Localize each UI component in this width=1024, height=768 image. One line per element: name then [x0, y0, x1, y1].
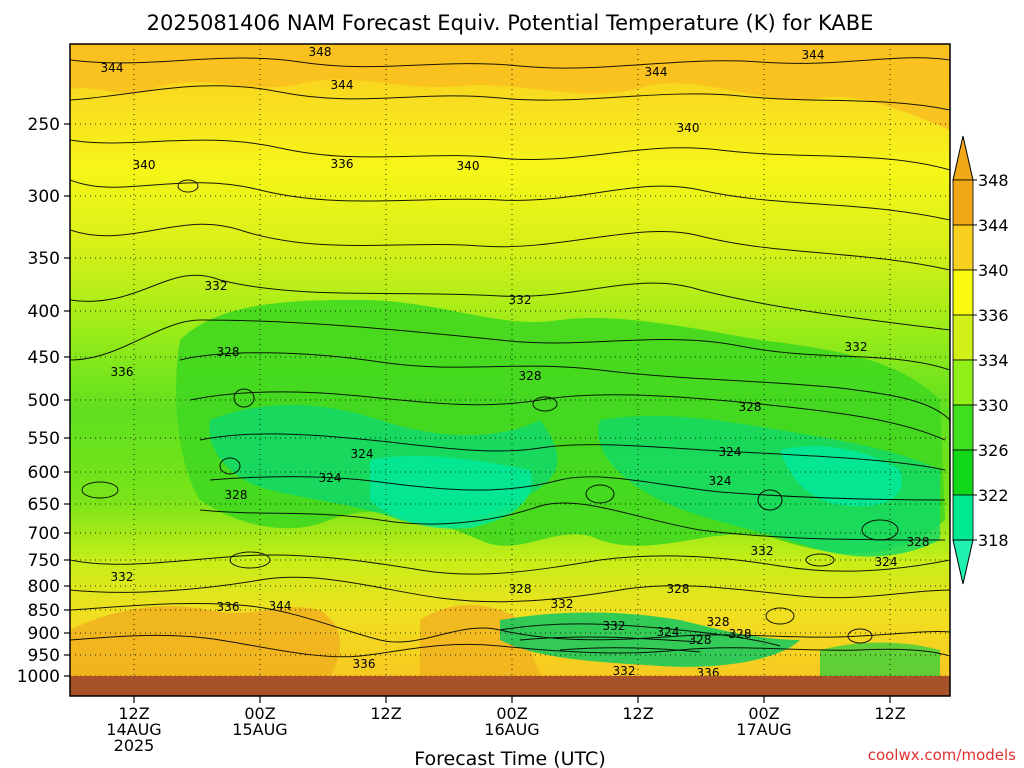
x-tick-label: 12Z: [622, 704, 653, 723]
x-tick-label: 12Z: [370, 704, 401, 723]
colorbar-segment: [952, 494, 974, 541]
y-tick-label: 650: [28, 495, 60, 515]
y-tick-label: 450: [28, 348, 60, 368]
colorbar-label: 334: [978, 351, 1009, 370]
colorbar-label: 322: [978, 486, 1009, 505]
contour-label: 328: [509, 582, 532, 596]
y-tick-label: 600: [28, 463, 60, 483]
colorbar-label: 330: [978, 396, 1009, 415]
contour-label: 332: [111, 570, 134, 584]
y-tick-label: 400: [28, 302, 60, 322]
contour-label: 324: [875, 555, 898, 569]
contour-label: 332: [613, 664, 636, 678]
colorbar-label: 348: [978, 171, 1009, 190]
x-axis-title: Forecast Time (UTC): [414, 748, 605, 768]
colorbar-segment: [952, 314, 974, 361]
contour-label: 332: [205, 279, 228, 293]
y-axis: 250 300 350 400 450 500 550 600 650 700 750 800 850 9…: [17, 115, 70, 687]
x-tick-label: 14AUG: [106, 720, 161, 739]
contour-label: 328: [217, 345, 240, 359]
contour-label: 344: [802, 48, 825, 62]
y-tick-label: 950: [28, 646, 60, 666]
colorbar-label: 326: [978, 441, 1009, 460]
contour-label: 328: [667, 582, 690, 596]
colorbar-label: 318: [978, 531, 1009, 550]
plot-frame: [69, 43, 951, 697]
y-tick-label: 800: [28, 577, 60, 597]
x-tick-label: 15AUG: [232, 720, 287, 739]
x-tick-label: 12Z: [874, 704, 905, 723]
ground-strip: [70, 676, 950, 696]
contour-label: 336: [111, 365, 134, 379]
colorbar-segment: [952, 224, 974, 271]
contour-label: 328: [707, 615, 730, 629]
colorbar-label: 336: [978, 306, 1009, 325]
colorbar-segment: [952, 359, 974, 406]
contour-label: 328: [739, 400, 762, 414]
x-tick-label: 00Z: [748, 704, 779, 723]
contour-label: 336: [697, 666, 720, 680]
x-tick-label: 00Z: [244, 704, 275, 723]
x-tick-label: 12Z: [118, 704, 149, 723]
y-tick-label: 500: [28, 391, 60, 411]
contour-label: 336: [353, 657, 376, 671]
colorbar-label: 340: [978, 261, 1009, 280]
credit-text: coolwx.com/models: [868, 746, 1016, 764]
colorbar-segment: [952, 404, 974, 451]
contour-label: 336: [331, 157, 354, 171]
contour-label: 328: [519, 369, 542, 383]
x-tick-label: 2025: [114, 736, 155, 755]
contour-label: 324: [657, 625, 680, 639]
colorbar-segment: [952, 179, 974, 226]
contour-label: 328: [729, 627, 752, 641]
y-tick-label: 250: [28, 115, 60, 135]
contour-label: 332: [845, 340, 868, 354]
contour-label: 340: [457, 159, 480, 173]
contour-label: 328: [225, 488, 248, 502]
y-tick-label: 750: [28, 551, 60, 571]
y-tick-label: 350: [28, 249, 60, 269]
y-tick-label: 700: [28, 524, 60, 544]
x-tick-label: 16AUG: [484, 720, 539, 739]
contour-label: 344: [331, 78, 354, 92]
chart-title: 2025081406 NAM Forecast Equiv. Potential…: [147, 11, 874, 35]
contour-label: 336: [217, 600, 240, 614]
y-tick-label: 550: [28, 429, 60, 449]
contour-label: 332: [751, 544, 774, 558]
y-tick-label: 300: [28, 187, 60, 207]
contour-label: 340: [133, 158, 156, 172]
colorbar-bottom-arrow: [952, 539, 974, 585]
contour-label: 332: [509, 293, 532, 307]
contour-label: 328: [907, 535, 930, 549]
colorbar-segment: [952, 449, 974, 496]
y-tick-label: 1000: [17, 667, 60, 687]
contour-label: 324: [719, 445, 742, 459]
x-tick-label: 00Z: [496, 704, 527, 723]
contour-label: 328: [689, 633, 712, 647]
colorbar-label: 344: [978, 216, 1009, 235]
contour-label: 348: [309, 45, 332, 59]
contour-label: 324: [319, 471, 342, 485]
contour-label: 332: [603, 619, 626, 633]
colorbar-segment: [952, 269, 974, 316]
contour-label: 324: [351, 447, 374, 461]
contour-label: 332: [551, 597, 574, 611]
y-tick-label: 850: [28, 601, 60, 621]
x-tick-label: 17AUG: [736, 720, 791, 739]
plot-area: 348 344 344 344 344 340 340 340 336 332 332 332 336 3…: [70, 44, 950, 680]
contour-label: 340: [677, 121, 700, 135]
colorbar-top-arrow: [952, 135, 974, 181]
y-tick-label: 900: [28, 624, 60, 644]
contour-label: 344: [101, 61, 124, 75]
contour-label: 324: [709, 474, 732, 488]
contour-label: 344: [269, 599, 292, 613]
contour-label: 344: [645, 65, 668, 79]
colorbar: 348 344 340 336 334 330 326 322 318: [952, 135, 1009, 585]
